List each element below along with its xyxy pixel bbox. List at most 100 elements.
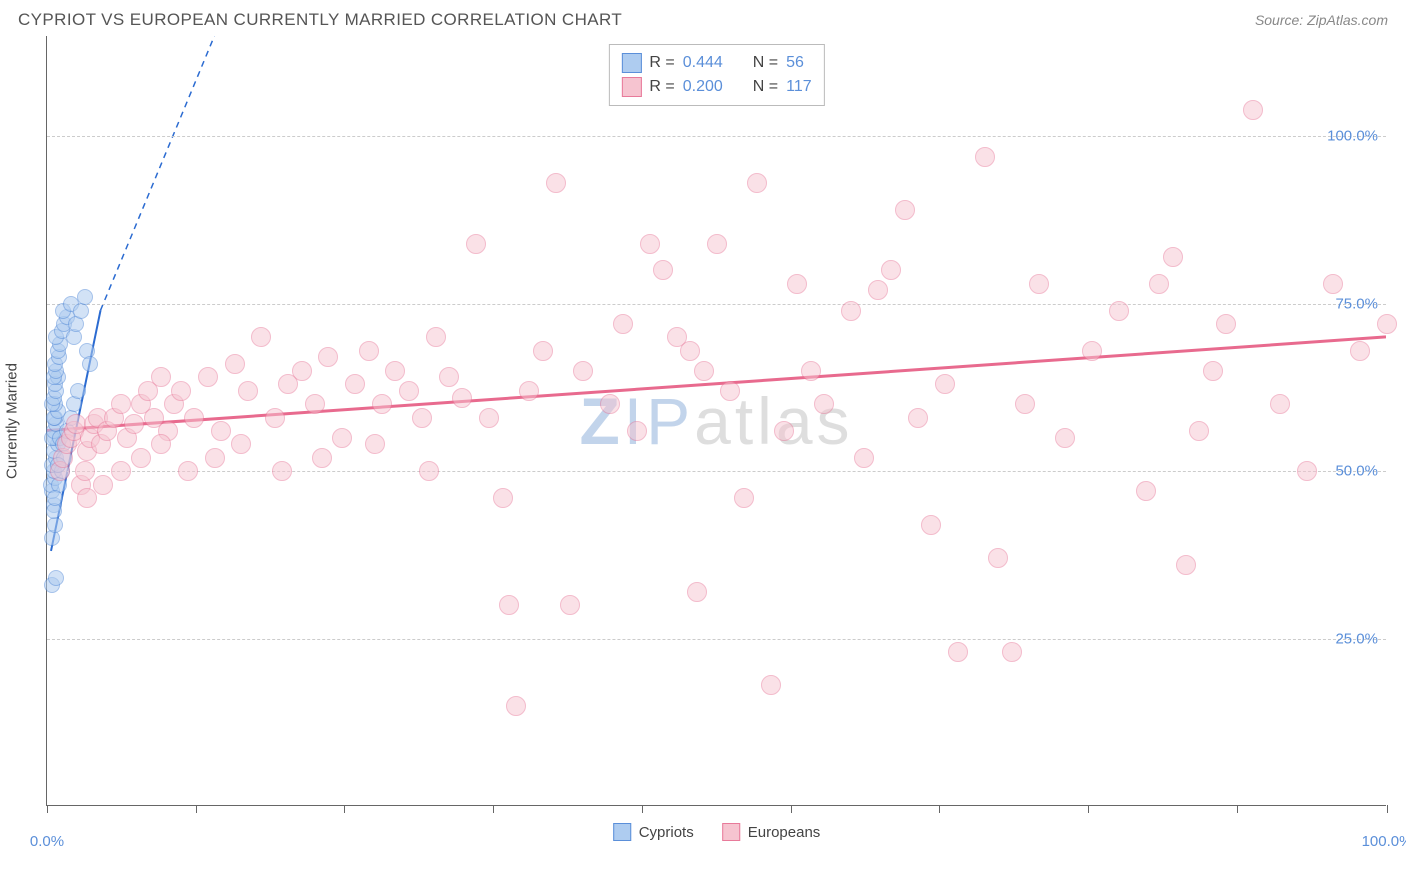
data-point-europeans: [184, 408, 204, 428]
r-value: 0.200: [683, 75, 723, 99]
data-point-europeans: [687, 582, 707, 602]
data-point-cypriots: [82, 356, 98, 372]
gridline: [47, 471, 1386, 472]
data-point-europeans: [868, 280, 888, 300]
legend-swatch: [722, 823, 740, 841]
data-point-europeans: [205, 448, 225, 468]
trend-line-ext-cypriots: [101, 36, 215, 310]
data-point-europeans: [111, 461, 131, 481]
data-point-europeans: [774, 421, 794, 441]
x-tick: [642, 805, 643, 813]
data-point-europeans: [332, 428, 352, 448]
trend-lines-svg: [47, 36, 1386, 805]
data-point-europeans: [1297, 461, 1317, 481]
data-point-europeans: [151, 434, 171, 454]
data-point-europeans: [988, 548, 1008, 568]
data-point-europeans: [493, 488, 513, 508]
data-point-europeans: [560, 595, 580, 615]
data-point-europeans: [211, 421, 231, 441]
data-point-europeans: [854, 448, 874, 468]
x-tick: [939, 805, 940, 813]
watermark: ZIPatlas: [579, 383, 853, 459]
data-point-europeans: [935, 374, 955, 394]
data-point-europeans: [908, 408, 928, 428]
data-point-europeans: [359, 341, 379, 361]
n-label: N =: [753, 51, 778, 75]
x-tick-label: 100.0%: [1362, 833, 1406, 850]
x-tick: [196, 805, 197, 813]
x-tick-label: 0.0%: [30, 833, 64, 850]
stats-legend-row: R =0.200N =117: [621, 75, 811, 99]
data-point-europeans: [881, 260, 901, 280]
data-point-europeans: [720, 381, 740, 401]
data-point-europeans: [1243, 100, 1263, 120]
data-point-europeans: [151, 367, 171, 387]
data-point-europeans: [921, 515, 941, 535]
data-point-europeans: [93, 475, 113, 495]
data-point-europeans: [345, 374, 365, 394]
data-point-cypriots: [48, 570, 64, 586]
data-point-europeans: [1163, 247, 1183, 267]
chart-source: Source: ZipAtlas.com: [1255, 12, 1388, 28]
data-point-europeans: [600, 394, 620, 414]
data-point-europeans: [231, 434, 251, 454]
data-point-europeans: [948, 642, 968, 662]
data-point-europeans: [265, 408, 285, 428]
x-tick: [1088, 805, 1089, 813]
data-point-europeans: [787, 274, 807, 294]
data-point-europeans: [680, 341, 700, 361]
legend-label: Europeans: [748, 824, 821, 841]
gridline: [47, 639, 1386, 640]
n-value: 56: [786, 51, 804, 75]
data-point-europeans: [975, 147, 995, 167]
data-point-cypriots: [77, 289, 93, 305]
n-value: 117: [786, 75, 812, 99]
data-point-europeans: [841, 301, 861, 321]
stats-legend-box: R =0.444N =56R =0.200N =117: [608, 44, 824, 106]
gridline: [47, 136, 1386, 137]
data-point-europeans: [1203, 361, 1223, 381]
data-point-europeans: [801, 361, 821, 381]
data-point-europeans: [707, 234, 727, 254]
data-point-europeans: [385, 361, 405, 381]
data-point-europeans: [734, 488, 754, 508]
data-point-europeans: [225, 354, 245, 374]
data-point-europeans: [1082, 341, 1102, 361]
legend-label: Cypriots: [639, 824, 694, 841]
data-point-europeans: [499, 595, 519, 615]
data-point-europeans: [318, 347, 338, 367]
x-tick: [47, 805, 48, 813]
data-point-europeans: [312, 448, 332, 468]
data-point-europeans: [761, 675, 781, 695]
data-point-europeans: [1323, 274, 1343, 294]
x-tick: [1387, 805, 1388, 813]
data-point-europeans: [627, 421, 647, 441]
data-point-europeans: [419, 461, 439, 481]
x-tick: [493, 805, 494, 813]
data-point-europeans: [452, 388, 472, 408]
data-point-europeans: [272, 461, 292, 481]
data-point-europeans: [77, 488, 97, 508]
x-tick: [344, 805, 345, 813]
data-point-europeans: [573, 361, 593, 381]
data-point-europeans: [1136, 481, 1156, 501]
data-point-europeans: [479, 408, 499, 428]
data-point-europeans: [613, 314, 633, 334]
n-label: N =: [753, 75, 778, 99]
data-point-europeans: [466, 234, 486, 254]
data-point-europeans: [814, 394, 834, 414]
data-point-europeans: [426, 327, 446, 347]
data-point-europeans: [1055, 428, 1075, 448]
data-point-europeans: [439, 367, 459, 387]
x-tick: [791, 805, 792, 813]
data-point-europeans: [640, 234, 660, 254]
data-point-europeans: [694, 361, 714, 381]
data-point-europeans: [305, 394, 325, 414]
series-legend: Cypriots Europeans: [613, 823, 821, 841]
r-value: 0.444: [683, 51, 723, 75]
y-tick-label: 25.0%: [1335, 630, 1378, 647]
y-tick-label: 50.0%: [1335, 463, 1378, 480]
legend-swatch: [621, 53, 641, 73]
data-point-europeans: [519, 381, 539, 401]
data-point-europeans: [653, 260, 673, 280]
